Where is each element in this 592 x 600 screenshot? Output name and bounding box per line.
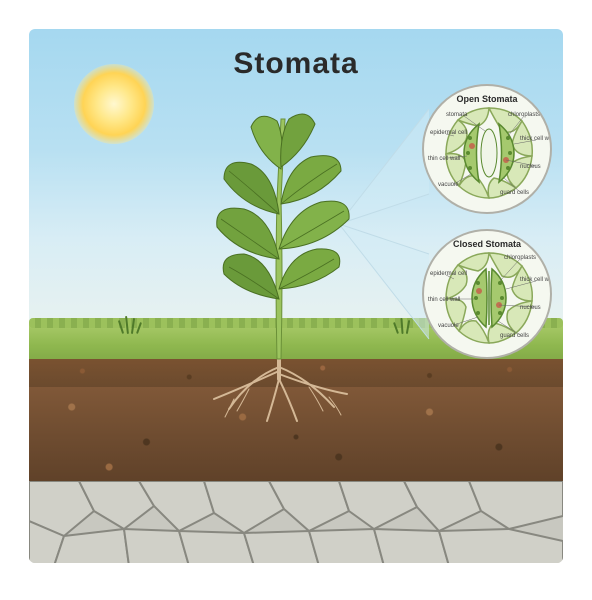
sun-icon <box>74 64 154 144</box>
diagram-label: thin cell wall <box>428 156 460 162</box>
magnifier-title: Open Stomata <box>424 94 550 104</box>
diagram-label: vacuole <box>438 323 459 329</box>
scene-container: Stomata <box>29 29 563 563</box>
diagram-label: epidermal cell <box>430 130 467 136</box>
bedrock-stones <box>29 481 563 563</box>
plant-illustration <box>189 99 369 399</box>
magnifier-open-stomata: Open Stomata <box>422 84 552 214</box>
grass-tuft <box>114 314 144 334</box>
bedrock-layer <box>29 481 563 563</box>
diagram-label: chloroplasts <box>508 112 540 118</box>
grass-tuft <box>389 314 419 334</box>
diagram-label: guard cells <box>500 190 529 196</box>
diagram-label: thick cell wall <box>520 277 552 283</box>
magnifier-title: Closed Stomata <box>424 239 550 249</box>
closed-stomata-diagram <box>424 231 552 359</box>
diagram-label: epidermal cell <box>430 271 467 277</box>
diagram-label: stomata <box>446 112 467 118</box>
diagram-label: thick cell wall <box>520 136 552 142</box>
diagram-title: Stomata <box>233 47 358 81</box>
diagram-label: guard cells <box>500 333 529 339</box>
plant-leaves <box>217 114 349 299</box>
open-stomata-diagram <box>424 86 552 214</box>
magnifier-closed-stomata: Closed Stomata <box>422 229 552 359</box>
diagram-label: chloroplasts <box>504 255 536 261</box>
plant-roots <box>214 359 347 421</box>
diagram-label: vacuole <box>438 182 459 188</box>
diagram-label: nucleus <box>520 305 541 311</box>
diagram-label: nucleus <box>520 164 541 170</box>
diagram-label: thin cell wall <box>428 297 460 303</box>
